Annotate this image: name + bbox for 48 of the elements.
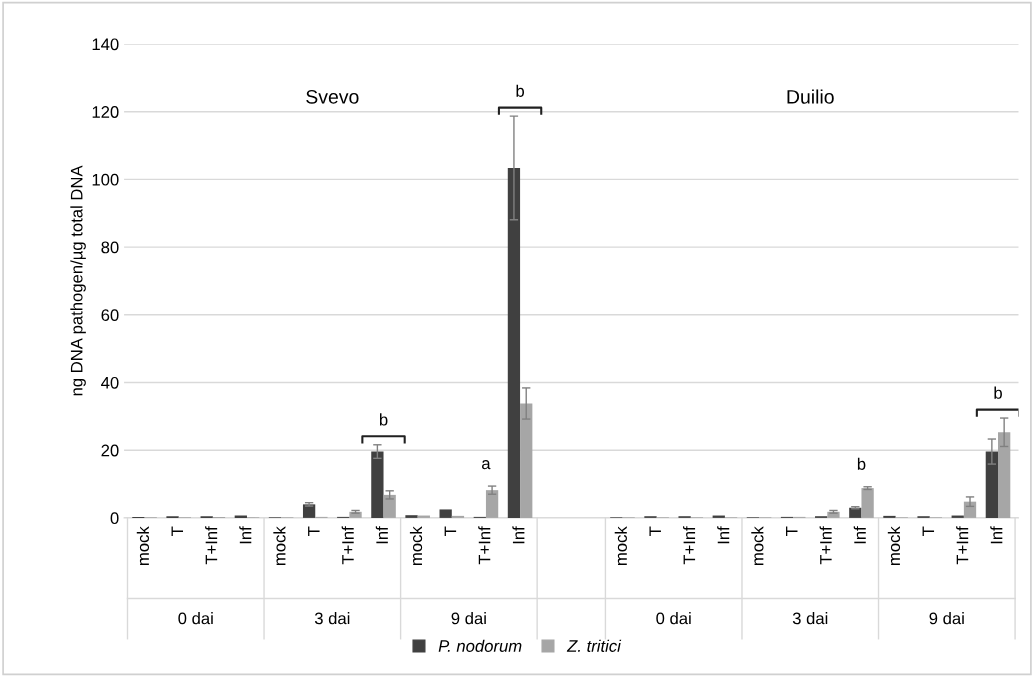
text: 0 dai	[178, 612, 213, 625]
x-tick-label: mock	[273, 526, 286, 565]
x-tick-label: T	[171, 526, 184, 537]
x-tick-label: Inf	[717, 526, 730, 544]
annotation: b	[857, 457, 866, 470]
annotation: a	[482, 460, 491, 470]
x-tick-label: mock	[136, 526, 150, 565]
y-tick-label: 0	[110, 512, 119, 525]
text: 3 dai	[792, 612, 828, 625]
x-tick-label: T	[786, 526, 798, 537]
annotation: Duilio	[787, 89, 834, 104]
x-tick-label: Inf	[375, 526, 388, 544]
y-tick-label: 100	[92, 173, 119, 186]
x-tick-label: T+Inf	[205, 526, 218, 565]
x-tick-label: mock	[751, 526, 764, 565]
legend-label: Z. tritici	[566, 639, 622, 652]
x-tick-label: T+Inf	[683, 526, 696, 565]
text: 3 dai	[314, 612, 350, 625]
x-tick-label: T+Inf	[478, 526, 491, 565]
annotation: b	[516, 84, 525, 97]
x-tick-label: T+Inf	[819, 526, 832, 565]
annotation: b	[379, 413, 388, 426]
x-tick-label: Inf	[853, 526, 866, 544]
y-tick-label: 40	[101, 376, 119, 389]
x-tick-label: T	[308, 526, 320, 537]
x-tick-label: T	[922, 526, 935, 537]
annotation: b	[994, 386, 1002, 399]
y-tick-label: 20	[101, 444, 119, 457]
x-tick-label: mock	[409, 526, 423, 565]
x-tick-label: T+Inf	[341, 526, 354, 565]
text: 9 dai	[929, 612, 964, 625]
x-tick-label: mock	[887, 526, 901, 565]
y-tick-label: 60	[101, 309, 119, 322]
x-tick-label: mock	[614, 526, 627, 565]
x-tick-label: Inf	[990, 526, 1003, 544]
y-tick-label: 80	[101, 241, 119, 254]
x-tick-label: T+Inf	[956, 526, 969, 565]
x-tick-label: Inf	[239, 526, 252, 544]
x-tick-label: Inf	[512, 526, 525, 544]
y-tick-label: 140	[92, 38, 119, 51]
x-tick-label: T	[444, 526, 457, 537]
text: 9 dai	[451, 612, 486, 625]
y-axis-title: ng DNA pathogen/µg total DNA	[70, 165, 86, 396]
annotation: Svevo	[306, 89, 359, 104]
legend-label: P. nodorum	[438, 639, 522, 652]
text: 0 dai	[656, 612, 691, 625]
x-tick-label: T	[649, 526, 661, 537]
y-tick-label: 120	[92, 106, 119, 118]
